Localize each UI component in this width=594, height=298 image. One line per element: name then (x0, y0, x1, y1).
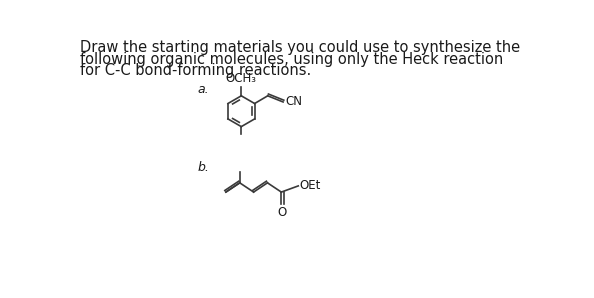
Text: a.: a. (197, 83, 209, 96)
Text: CN: CN (286, 95, 302, 108)
Text: Draw the starting materials you could use to synthesize the: Draw the starting materials you could us… (80, 41, 520, 55)
Text: following organic molecules, using only the Heck reaction: following organic molecules, using only … (80, 52, 503, 67)
Text: OEt: OEt (299, 179, 320, 193)
Text: b.: b. (197, 161, 209, 174)
Text: O: O (278, 206, 287, 219)
Text: for C-C bond-forming reactions.: for C-C bond-forming reactions. (80, 63, 311, 78)
Text: OCH₃: OCH₃ (226, 72, 257, 85)
